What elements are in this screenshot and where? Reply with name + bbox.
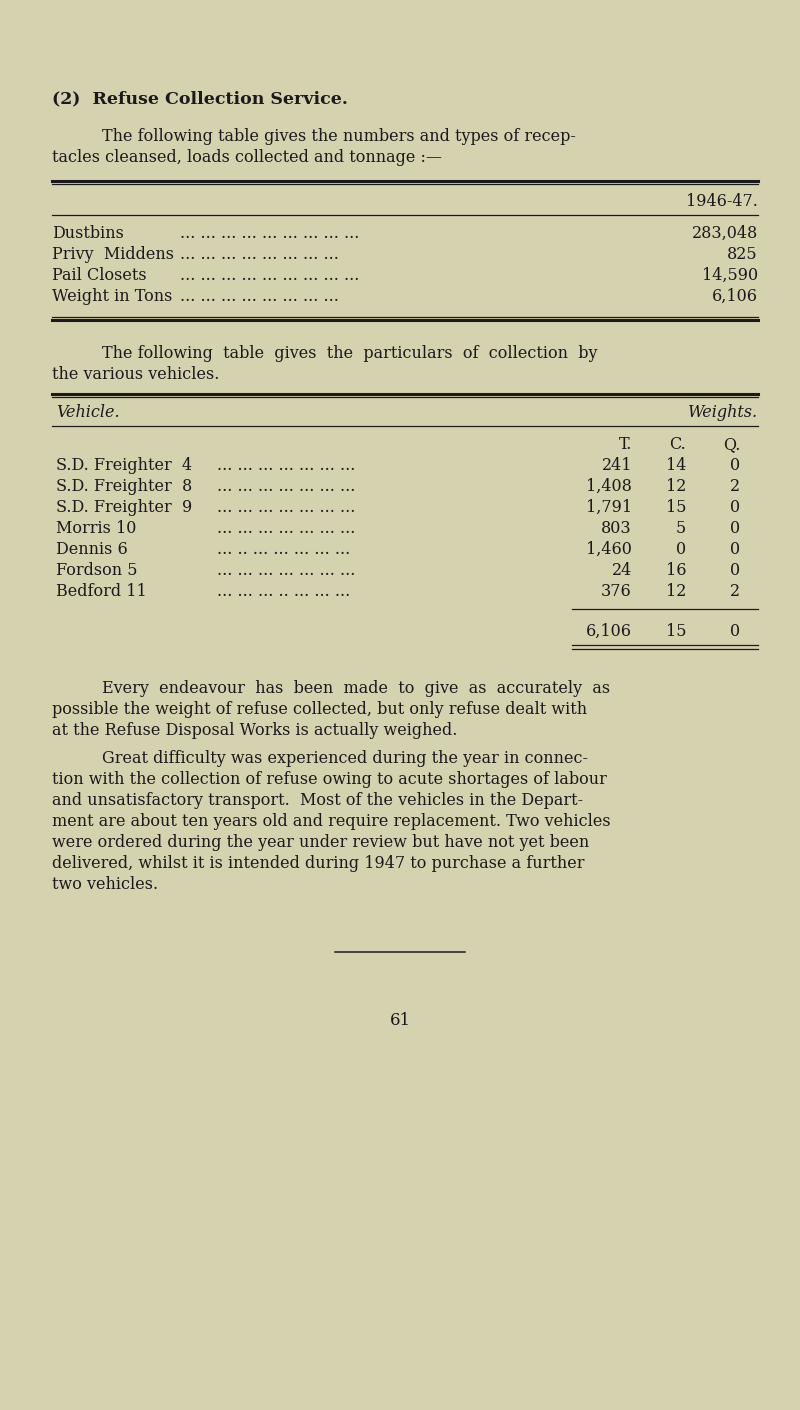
Text: S.D. Freighter  8: S.D. Freighter 8 [56, 478, 192, 495]
Text: 283,048: 283,048 [692, 226, 758, 243]
Text: T.: T. [618, 436, 632, 453]
Text: Fordson 5: Fordson 5 [56, 563, 138, 580]
Text: Weights.: Weights. [688, 405, 758, 422]
Text: The following  table  gives  the  particulars  of  collection  by: The following table gives the particular… [102, 345, 598, 362]
Text: ... ... ... ... ... ... ... ...: ... ... ... ... ... ... ... ... [180, 245, 339, 264]
Text: 0: 0 [676, 541, 686, 558]
Text: 241: 241 [602, 457, 632, 474]
Text: 14: 14 [666, 457, 686, 474]
Text: 1946-47.: 1946-47. [686, 193, 758, 210]
Text: the various vehicles.: the various vehicles. [52, 367, 219, 384]
Text: 24: 24 [612, 563, 632, 580]
Text: 0: 0 [730, 563, 740, 580]
Text: The following table gives the numbers and types of recep-: The following table gives the numbers an… [102, 128, 576, 145]
Text: Weight in Tons: Weight in Tons [52, 288, 172, 305]
Text: ... .. ... ... ... ... ...: ... .. ... ... ... ... ... [217, 541, 350, 558]
Text: ... ... ... ... ... ... ... ... ...: ... ... ... ... ... ... ... ... ... [180, 226, 359, 243]
Text: Bedford 11: Bedford 11 [56, 582, 146, 601]
Text: 5: 5 [676, 520, 686, 537]
Text: and unsatisfactory transport.  Most of the vehicles in the Depart-: and unsatisfactory transport. Most of th… [52, 792, 583, 809]
Text: ... ... ... ... ... ... ...: ... ... ... ... ... ... ... [217, 563, 355, 580]
Text: (2)  Refuse Collection Service.: (2) Refuse Collection Service. [52, 90, 348, 107]
Text: 6,106: 6,106 [712, 288, 758, 305]
Text: 0: 0 [730, 457, 740, 474]
Text: 12: 12 [666, 478, 686, 495]
Text: Privy  Middens: Privy Middens [52, 245, 174, 264]
Text: ment are about ten years old and require replacement. Two vehicles: ment are about ten years old and require… [52, 814, 610, 830]
Text: 1,791: 1,791 [586, 499, 632, 516]
Text: at the Refuse Disposal Works is actually weighed.: at the Refuse Disposal Works is actually… [52, 722, 458, 739]
Text: 0: 0 [730, 520, 740, 537]
Text: 2: 2 [730, 582, 740, 601]
Text: 6,106: 6,106 [586, 623, 632, 640]
Text: 0: 0 [730, 541, 740, 558]
Text: 1,460: 1,460 [586, 541, 632, 558]
Text: ... ... ... ... ... ... ...: ... ... ... ... ... ... ... [217, 457, 355, 474]
Text: ... ... ... .. ... ... ...: ... ... ... .. ... ... ... [217, 582, 350, 601]
Text: ... ... ... ... ... ... ... ... ...: ... ... ... ... ... ... ... ... ... [180, 266, 359, 283]
Text: 15: 15 [666, 623, 686, 640]
Text: two vehicles.: two vehicles. [52, 876, 158, 893]
Text: 803: 803 [602, 520, 632, 537]
Text: delivered, whilst it is intended during 1947 to purchase a further: delivered, whilst it is intended during … [52, 854, 585, 871]
Text: Q.: Q. [722, 436, 740, 453]
Text: Great difficulty was experienced during the year in connec-: Great difficulty was experienced during … [102, 750, 588, 767]
Text: Morris 10: Morris 10 [56, 520, 136, 537]
Text: tion with the collection of refuse owing to acute shortages of labour: tion with the collection of refuse owing… [52, 771, 607, 788]
Text: ... ... ... ... ... ... ...: ... ... ... ... ... ... ... [217, 478, 355, 495]
Text: 61: 61 [390, 1012, 410, 1029]
Text: 825: 825 [727, 245, 758, 264]
Text: Dustbins: Dustbins [52, 226, 124, 243]
Text: 0: 0 [730, 623, 740, 640]
Text: C.: C. [670, 436, 686, 453]
Text: 15: 15 [666, 499, 686, 516]
Text: Every  endeavour  has  been  made  to  give  as  accurately  as: Every endeavour has been made to give as… [102, 680, 610, 697]
Text: 14,590: 14,590 [702, 266, 758, 283]
Text: S.D. Freighter  9: S.D. Freighter 9 [56, 499, 192, 516]
Text: ... ... ... ... ... ... ...: ... ... ... ... ... ... ... [217, 499, 355, 516]
Text: 2: 2 [730, 478, 740, 495]
Text: 0: 0 [730, 499, 740, 516]
Text: ... ... ... ... ... ... ... ...: ... ... ... ... ... ... ... ... [180, 288, 339, 305]
Text: Pail Closets: Pail Closets [52, 266, 146, 283]
Text: were ordered during the year under review but have not yet been: were ordered during the year under revie… [52, 833, 590, 852]
Text: possible the weight of refuse collected, but only refuse dealt with: possible the weight of refuse collected,… [52, 701, 587, 718]
Text: 376: 376 [602, 582, 632, 601]
Text: S.D. Freighter  4: S.D. Freighter 4 [56, 457, 192, 474]
Text: Vehicle.: Vehicle. [56, 405, 120, 422]
Text: 1,408: 1,408 [586, 478, 632, 495]
Text: ... ... ... ... ... ... ...: ... ... ... ... ... ... ... [217, 520, 355, 537]
Text: 16: 16 [666, 563, 686, 580]
Text: Dennis 6: Dennis 6 [56, 541, 128, 558]
Text: tacles cleansed, loads collected and tonnage :—: tacles cleansed, loads collected and ton… [52, 149, 442, 166]
Text: 12: 12 [666, 582, 686, 601]
